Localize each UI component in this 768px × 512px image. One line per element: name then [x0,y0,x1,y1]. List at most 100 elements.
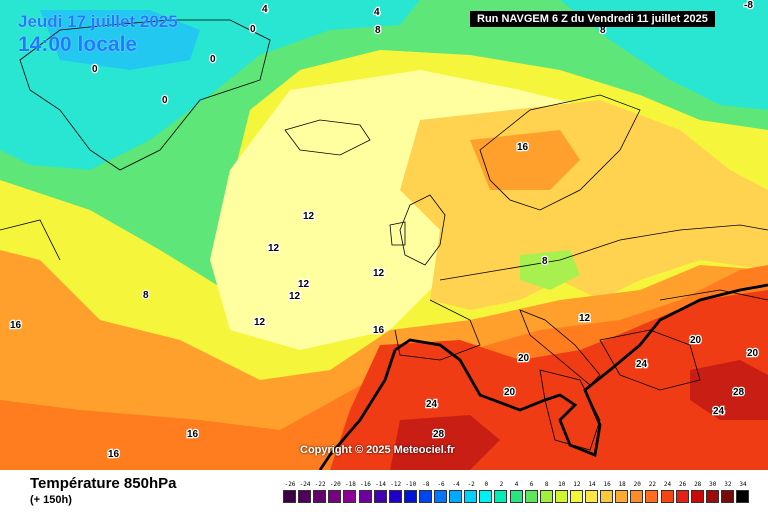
scale-label: 34 [739,481,747,488]
scale-label: -2 [467,481,475,488]
isotherm-12-d: 12 [289,291,301,302]
balkans-outline [599,329,701,391]
isotherm-0-c: 0 [92,64,98,75]
scale-swatch [554,490,568,503]
scale-swatch [660,490,674,503]
scale-swatch [736,490,749,503]
canada-coast [0,219,61,261]
scale-label: -24 [299,481,311,488]
ireland-outline [389,221,406,246]
isotherm-20-contour [394,283,768,457]
scale-swatch [358,490,372,503]
legend-footer: Température 850hPa (+ 150h) -26 -24 -22 -20… [0,470,768,512]
scale-swatch [600,490,614,503]
scale-swatch [283,490,296,503]
scale-label: 16 [603,481,611,488]
cyan-zone-east [560,0,768,110]
isotherm-24-east: 24 [713,406,725,417]
dark-red-zone-africa [390,415,500,470]
scale-label: 12 [573,481,581,488]
isotherm-20-contour-west [318,349,397,470]
isotherm-8-atlantic: 8 [143,290,149,301]
scale-label: 28 [694,481,702,488]
scale-swatch [645,490,659,503]
isotherm-4-north: 4 [374,7,380,18]
scale-swatch [373,490,387,503]
scale-label: 6 [529,481,534,488]
isotherm-16-norway: 16 [517,142,529,153]
scale-label: -16 [360,481,371,488]
isotherm-16-spain: 16 [373,325,385,336]
scale-swatch [524,490,538,503]
isotherm-12-b: 12 [268,243,280,254]
scale-label: 4 [514,481,519,488]
norway-warm-zone [470,130,580,190]
scale-swatch [403,490,417,503]
atlantic-pocket [300,215,345,245]
isotherm-8-germany: 8 [542,256,548,267]
scale-swatch [509,490,523,503]
scale-label: 0 [484,481,489,488]
italy-outline [519,309,601,386]
scale-swatch [313,490,327,503]
isotherm-8-east: 8 [600,25,606,36]
isotherm-4-greenland: 4 [262,4,268,15]
scale-swatch [705,490,719,503]
scandinavia-outline [479,94,641,211]
scale-swatch [690,490,704,503]
scale-swatch [464,490,478,503]
isotherm-minus8-corner: -8 [744,0,753,11]
britain-outline [399,194,446,266]
scale-label: -22 [314,481,326,488]
cool-pocket-germany [520,250,580,290]
scale-label: -20 [329,481,341,488]
isotherm-20-east: 20 [747,348,759,359]
scale-swatch [343,490,357,503]
isotherm-12-c: 12 [298,279,310,290]
scale-swatch [479,490,493,503]
scale-label: 2 [499,481,504,488]
color-scale-bar: -26 -24 -22 -20 -18 -16 -14 -12 -10 -8 -6 -4 -2 0 2 4 6 8… [283,481,751,505]
scale-swatch [615,490,629,503]
isotherm-16-sw-a: 16 [187,429,199,440]
isotherm-12-a: 12 [303,211,315,222]
scale-label: -26 [284,481,296,488]
scale-swatch [328,490,342,503]
scale-swatch [298,490,312,503]
scale-swatch [418,490,432,503]
scale-swatch [675,490,689,503]
temperature-map: 4 4 -8 8 8 0 0 0 0 16 12 12 12 12 12 12 … [0,0,768,470]
scale-label: -6 [437,481,445,488]
isotherm-0-a: 0 [250,24,256,35]
legend-subtitle: (+ 150h) [30,494,72,506]
isotherm-labels: 4 4 -8 8 8 0 0 0 0 16 12 12 12 12 12 12 … [9,0,760,461]
scale-label: -12 [390,481,402,488]
forecast-time: 14:00 locale [18,33,138,56]
coastlines [0,19,768,451]
scale-swatch [720,490,734,503]
scale-swatch [434,490,447,503]
scale-swatch [630,490,644,503]
copyright-notice: Copyright © 2025 Meteociel.fr [300,444,455,456]
legend-title: Température 850hPa [30,475,177,492]
scale-label: 18 [618,481,626,488]
scale-swatch [585,490,598,503]
forecast-date: Jeudi 17 juillet 2025 [18,12,178,31]
isotherm-24-spain: 24 [426,399,438,410]
scale-swatch [569,490,583,503]
isotherm-contours [318,283,768,470]
cold-blue-zone [40,10,200,70]
black-sea-coast [659,289,768,301]
scale-label: -14 [375,481,387,488]
isotherm-12-e: 12 [373,268,385,279]
scale-swatch [539,490,553,503]
scale-label: 10 [558,481,566,488]
scale-label: -10 [405,481,417,488]
scale-label: 24 [663,481,672,488]
map-canvas: 4 4 -8 8 8 0 0 0 0 16 12 12 12 12 12 12 … [0,0,768,470]
scale-label: 14 [588,481,596,488]
scale-label: 32 [724,481,732,488]
scale-label: -8 [422,481,430,488]
scale-swatch [388,490,402,503]
iceland-outline [284,119,371,156]
